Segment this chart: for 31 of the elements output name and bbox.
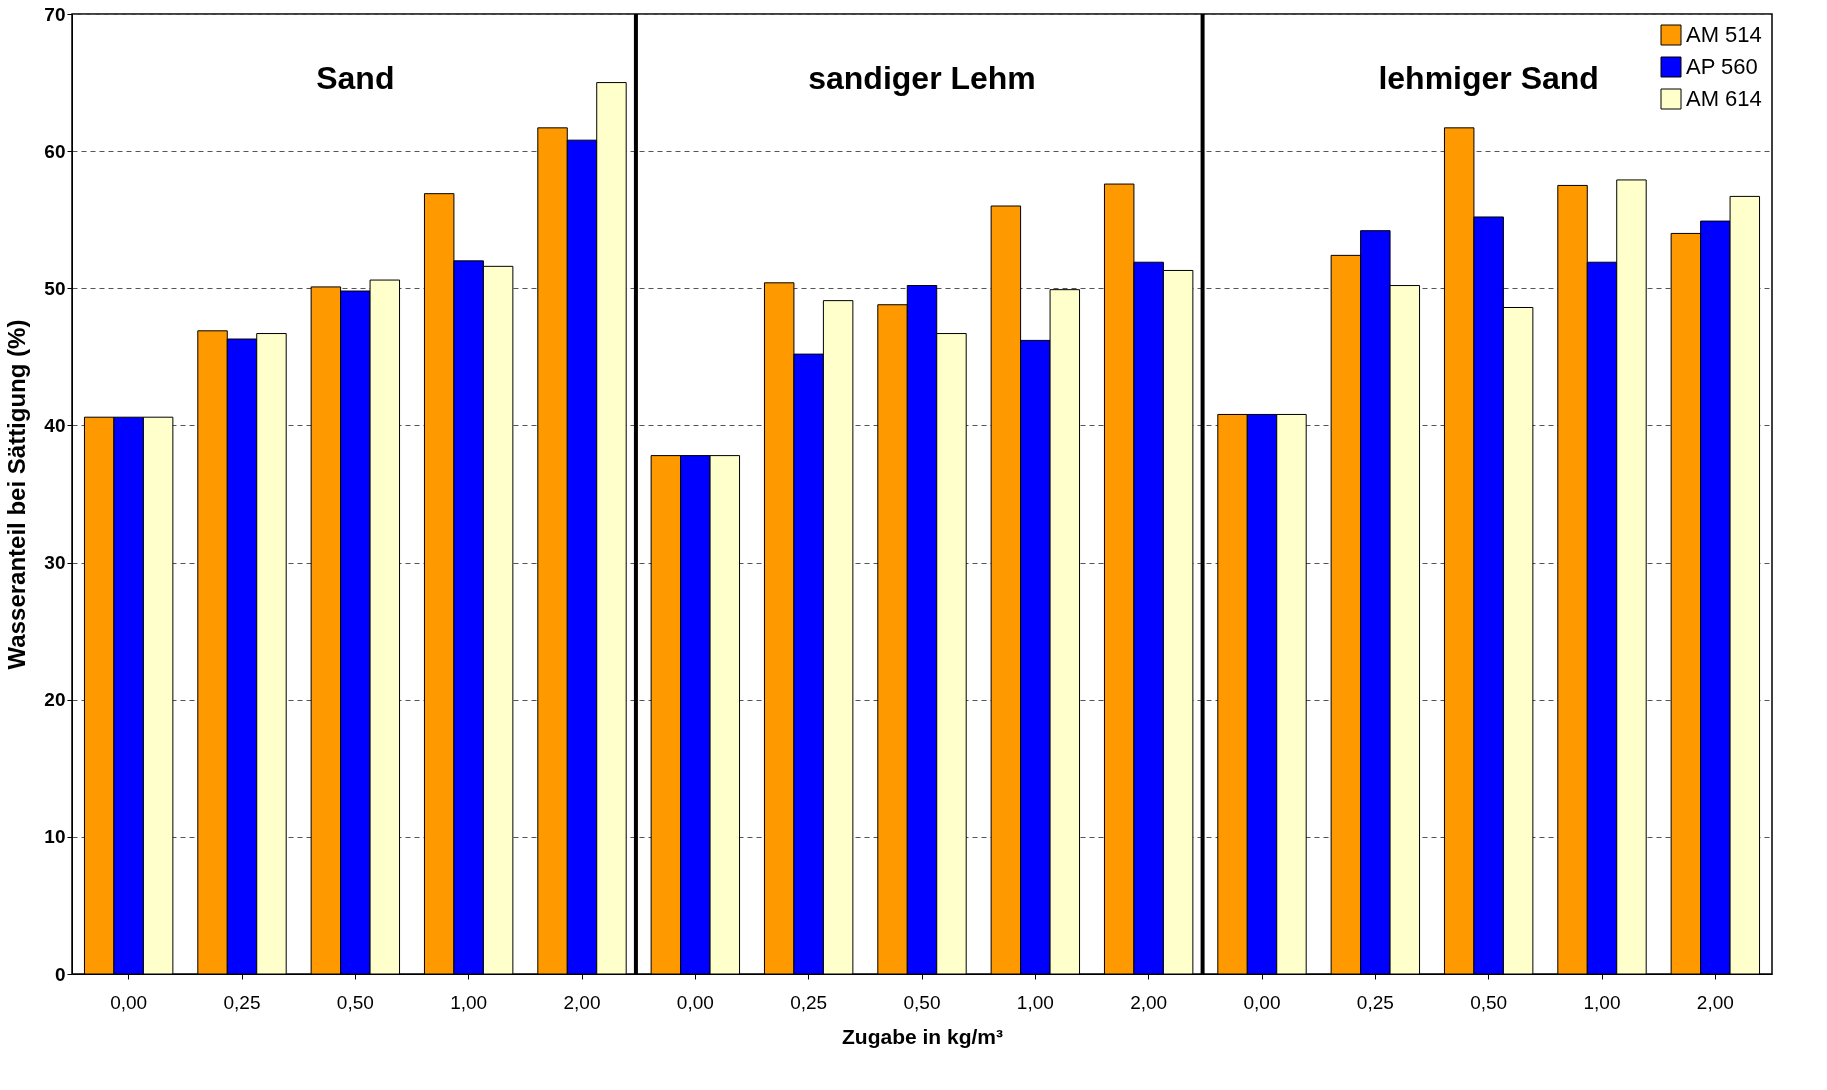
legend-label: AM 614 (1686, 86, 1762, 111)
x-tick-label: 1,00 (450, 991, 488, 1013)
x-tick-label: 0,25 (223, 991, 261, 1013)
legend-label: AP 560 (1686, 54, 1758, 79)
x-tick-label: 0,50 (1470, 991, 1508, 1013)
y-tick-label: 50 (44, 277, 66, 299)
x-tick-label: 0,00 (1243, 991, 1281, 1013)
x-tick-label: 0,00 (676, 991, 714, 1013)
x-tick-label: 0,25 (790, 991, 828, 1013)
y-tick-label: 20 (44, 689, 66, 711)
y-tick-label: 10 (44, 826, 66, 848)
x-tick-label: 0,25 (1356, 991, 1394, 1013)
y-axis-title: Wasseranteil bei Sättigung (%) (3, 319, 31, 670)
y-tick-label: 30 (44, 552, 66, 574)
x-axis-title: Zugabe in kg/m³ (841, 1024, 1004, 1048)
y-tick-label: 70 (44, 3, 66, 25)
x-tick-label: 2,00 (1696, 991, 1734, 1013)
y-tick-label: 60 (44, 140, 66, 162)
annotation: lehmiger Sand (1378, 60, 1599, 96)
x-tick-label: 0,50 (903, 991, 941, 1013)
x-tick-label: 1,00 (1016, 991, 1054, 1013)
x-tick-label: 0,50 (336, 991, 374, 1013)
x-tick-label: 0,00 (110, 991, 148, 1013)
x-tick-label: 1,00 (1583, 991, 1621, 1013)
y-tick-label: 0 (54, 963, 66, 985)
annotation: Sand (316, 60, 395, 96)
x-tick-label: 2,00 (1130, 991, 1168, 1013)
legend-label: AM 514 (1686, 22, 1762, 47)
x-tick-label: 2,00 (563, 991, 601, 1013)
y-tick-label: 40 (44, 414, 66, 436)
annotation: sandiger Lehm (808, 60, 1036, 96)
